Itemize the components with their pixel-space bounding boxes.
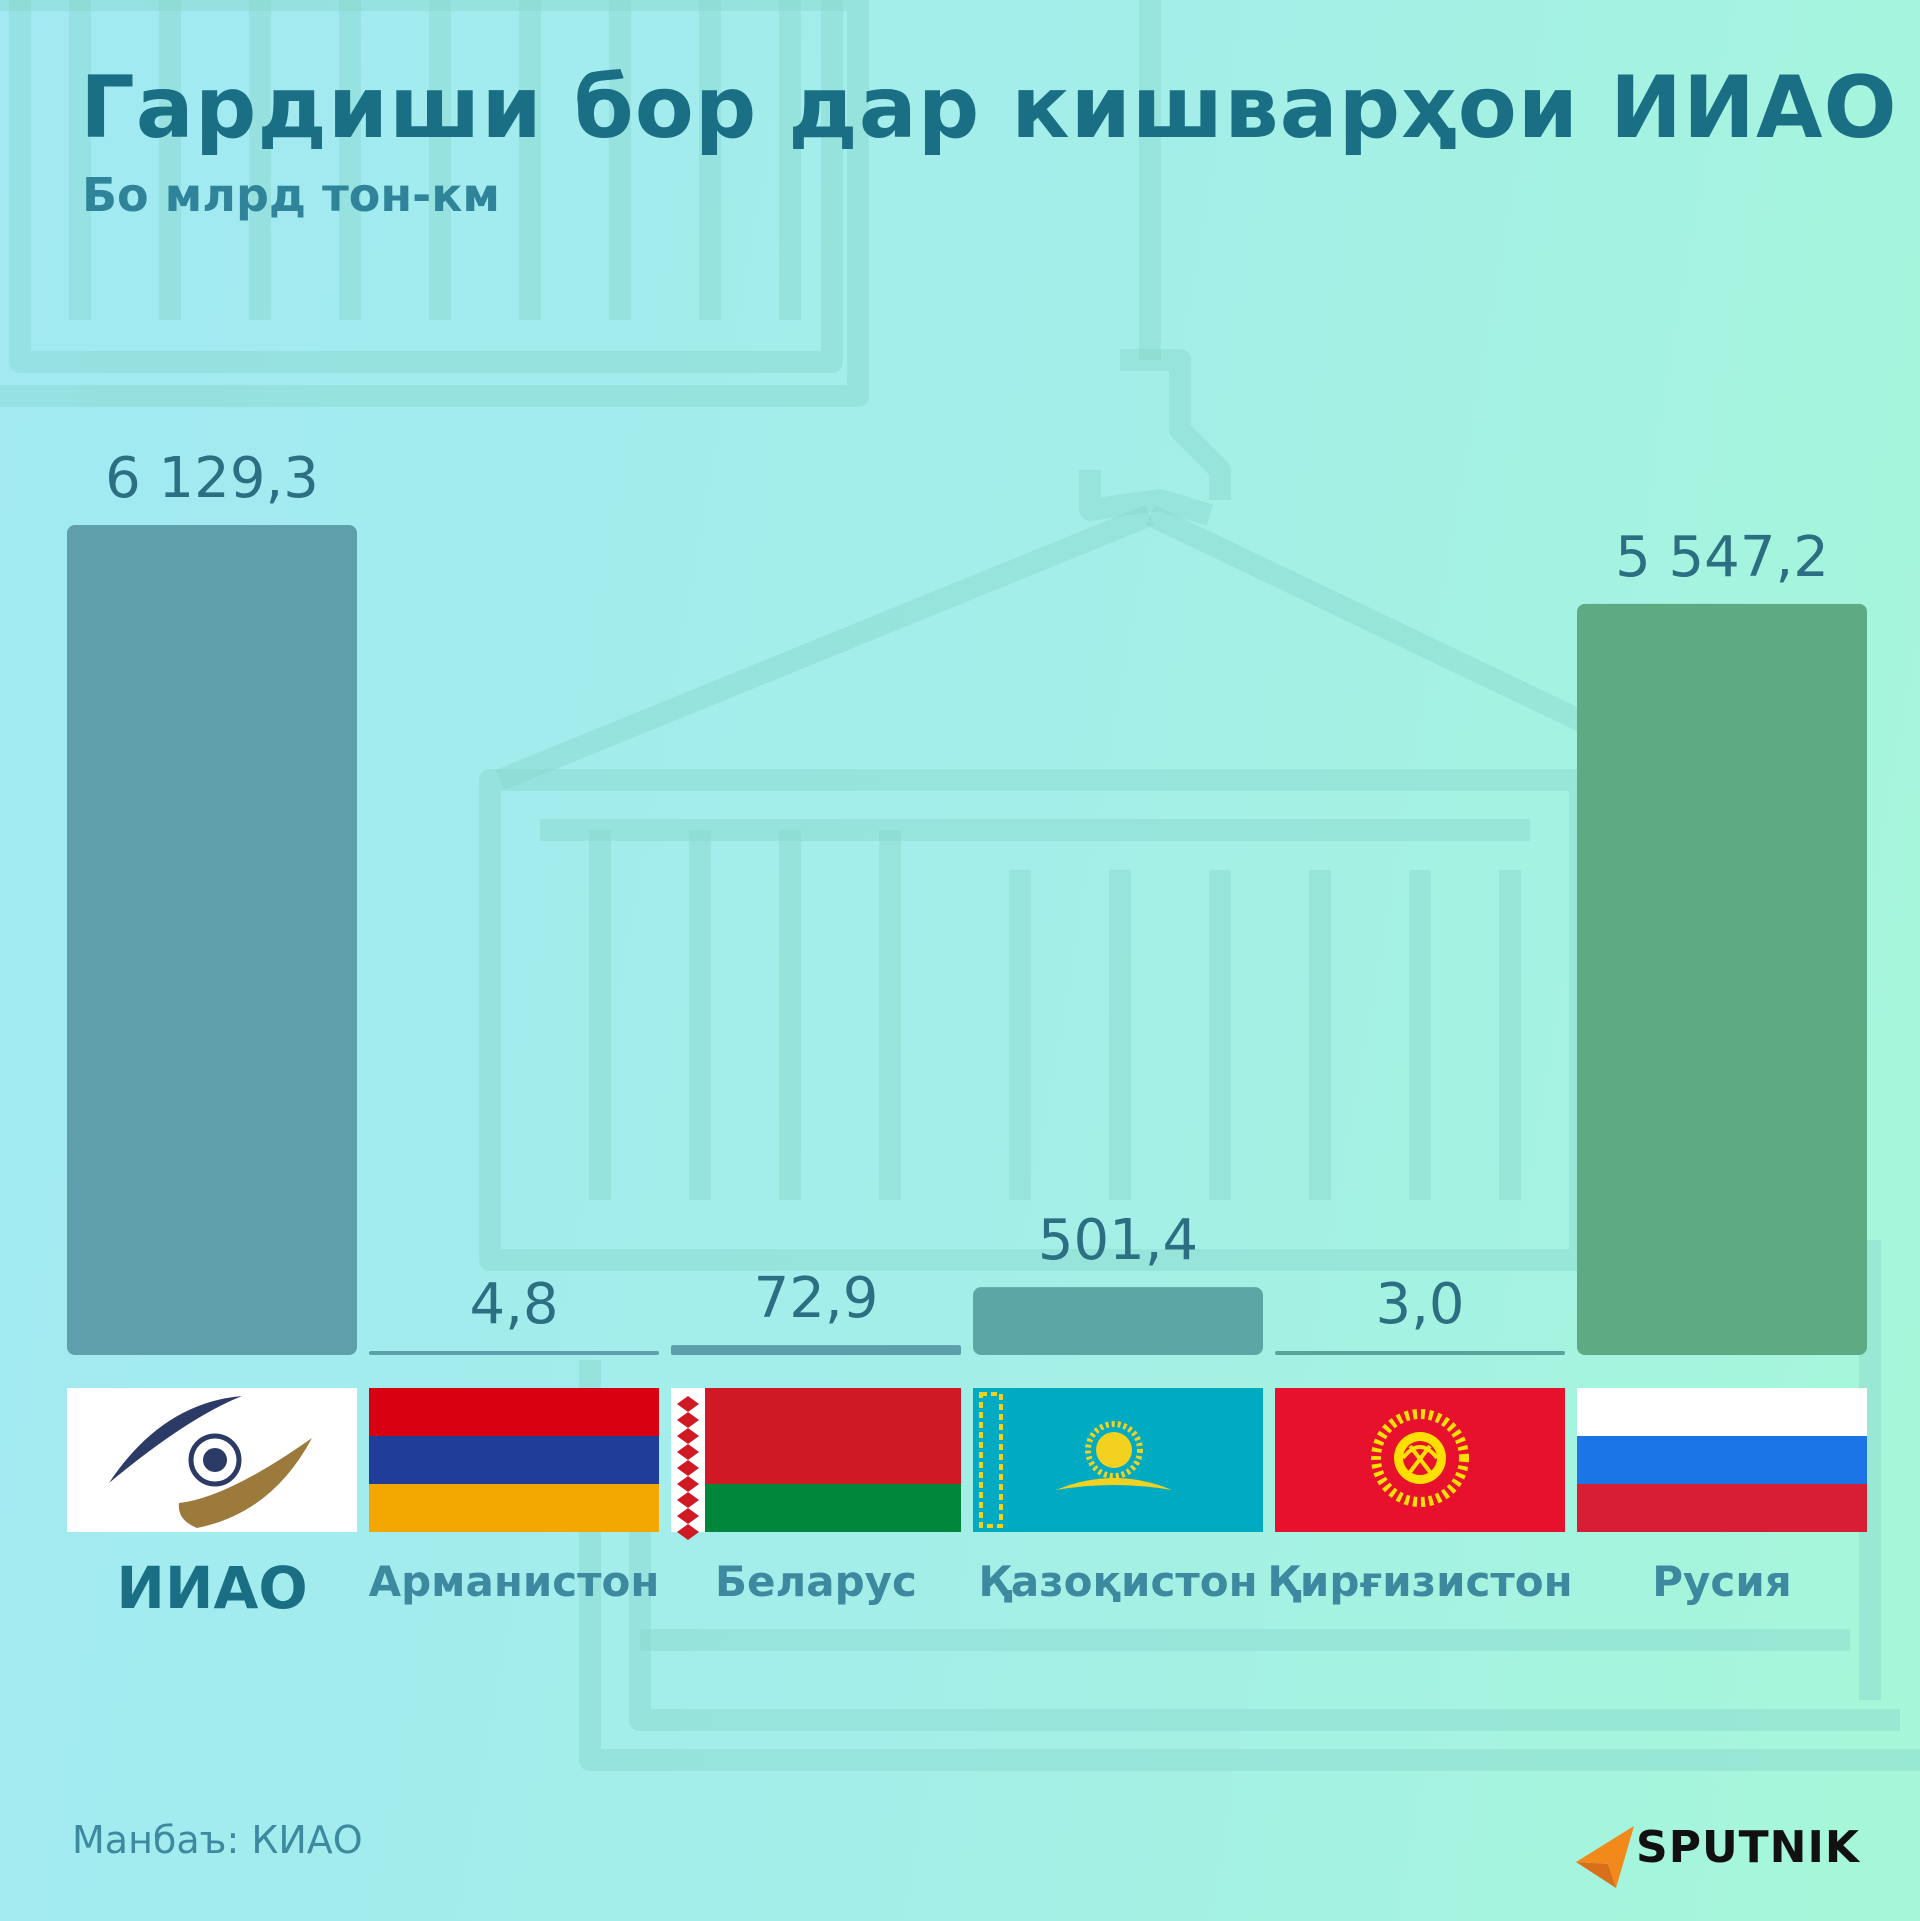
bar-group: 4,8 Арманистон	[369, 1272, 660, 1606]
bar	[1275, 1351, 1565, 1355]
chart-subtitle: Бо млрд тон-км	[82, 168, 501, 222]
brand-name: SPUTNIK	[1636, 1822, 1860, 1873]
bar-value-label: 4,8	[469, 1272, 558, 1337]
belarus-flag-icon	[671, 1388, 961, 1540]
category-label: Русия	[1652, 1557, 1791, 1606]
bar-group: 72,9 Беларус	[671, 1266, 961, 1606]
bar-value-label: 6 129,3	[105, 446, 319, 511]
bar-group: 501,4 Қазоқистон	[973, 1208, 1263, 1606]
category-label: ИИАО	[116, 1554, 307, 1622]
bar-group: 5 547,2 Русия	[1577, 525, 1867, 1606]
bar	[671, 1345, 961, 1355]
chart-title: Гардиши бор дар кишварҳои ИИАО	[80, 58, 1898, 158]
armenia-flag-icon	[369, 1388, 659, 1532]
bar-value-label: 5 547,2	[1615, 525, 1829, 590]
sputnik-logo: SPUTNIK	[1572, 1812, 1872, 1902]
bar	[1577, 603, 1867, 1355]
category-label: Қазоқистон	[978, 1557, 1257, 1606]
bar-group: 3,0 Қирғизистон	[1267, 1272, 1572, 1606]
kyrgyzstan-flag-icon	[1275, 1388, 1565, 1532]
bar-value-label: 501,4	[1038, 1208, 1198, 1273]
eaeu-emblem-icon	[67, 1388, 357, 1532]
bar	[369, 1351, 659, 1355]
bar	[973, 1287, 1263, 1355]
kazakhstan-flag-icon	[973, 1388, 1263, 1532]
bar-value-label: 72,9	[754, 1266, 879, 1331]
bar-value-label: 3,0	[1375, 1272, 1464, 1337]
category-label: Арманистон	[369, 1557, 660, 1606]
category-label: Беларус	[715, 1557, 917, 1606]
category-label: Қирғизистон	[1267, 1557, 1572, 1606]
sputnik-arrow-icon	[1576, 1826, 1634, 1888]
bar	[67, 525, 357, 1355]
russia-flag-icon	[1577, 1388, 1867, 1532]
source-note: Манбаъ: КИАО	[72, 1818, 363, 1862]
bar-group: 6 129,3 ИИАО	[67, 446, 357, 1622]
